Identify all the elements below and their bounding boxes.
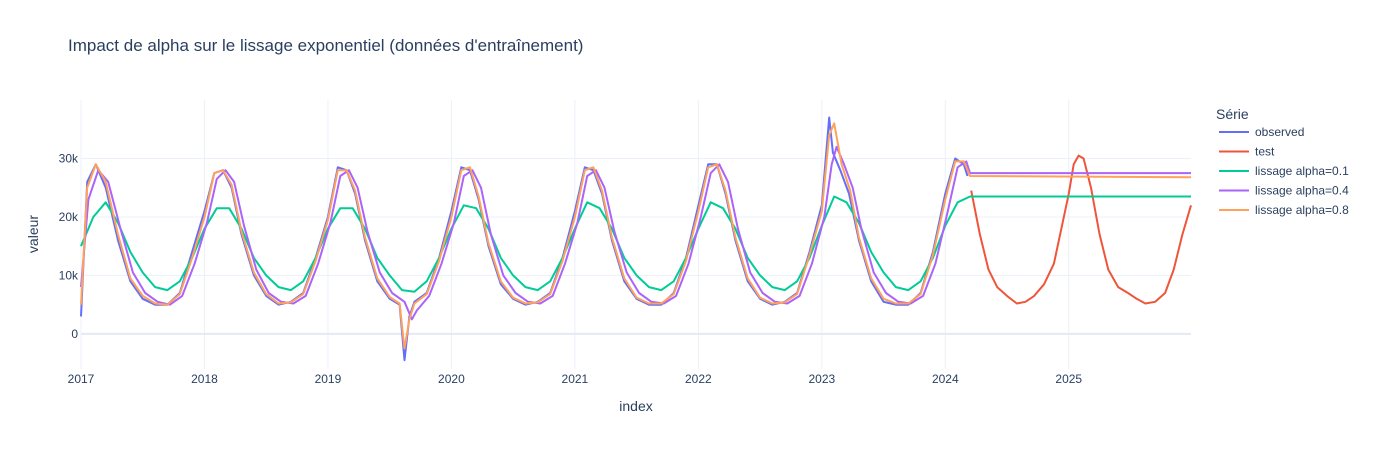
y-tick-label: 20k [59,210,79,224]
series-line-lissage-alpha-0-1 [80,195,1191,293]
x-tick-label: 2025 [1055,372,1082,386]
legend-item[interactable]: lissage alpha=0.1 [1219,164,1349,178]
y-axis-title: valeur [25,215,41,253]
series-line-test [970,154,1192,305]
legend-title: Série [1216,106,1249,122]
x-tick-label: 2019 [315,372,342,386]
legend-item[interactable]: observed [1219,125,1304,139]
y-tick-label: 30k [59,151,79,165]
legend-item[interactable]: lissage alpha=0.8 [1219,203,1349,217]
x-axis-title: index [619,398,652,414]
legend[interactable]: Série observed test lissage alpha=0.1 lissa… [1216,106,1349,217]
x-tick-label: 2020 [438,372,465,386]
series-line-lissage-alpha-0-4 [80,145,1191,321]
x-tick-label: 2023 [808,372,835,386]
series-line-observed [80,116,969,362]
legend-label: observed [1255,125,1304,139]
legend-label: lissage alpha=0.8 [1255,203,1349,217]
y-axis: 0 10k 20k 30k [59,151,79,340]
x-axis: 2017 2018 2019 2020 2021 2022 2023 2024 2025 [68,372,1083,386]
series-line-lissage-alpha-0-8 [80,122,1192,350]
plot-area [80,116,1192,362]
chart-title: Impact de alpha sur le lissage exponenti… [68,36,583,55]
legend-item[interactable]: lissage alpha=0.4 [1219,184,1349,198]
y-tick-label: 10k [59,268,79,282]
legend-label: lissage alpha=0.1 [1255,164,1349,178]
legend-item[interactable]: test [1219,145,1275,159]
legend-label: test [1255,145,1275,159]
y-tick-label: 0 [71,327,78,341]
x-tick-label: 2018 [191,372,218,386]
x-tick-label: 2021 [562,372,589,386]
legend-label: lissage alpha=0.4 [1255,184,1349,198]
x-tick-label: 2017 [68,372,95,386]
x-tick-label: 2022 [685,372,712,386]
x-tick-label: 2024 [932,372,959,386]
